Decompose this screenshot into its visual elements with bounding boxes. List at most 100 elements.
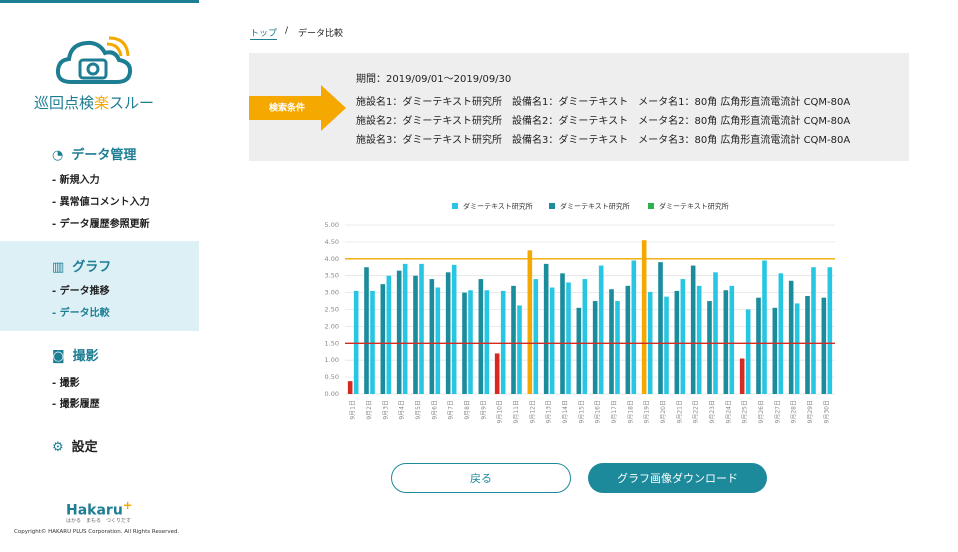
logo-text: 巡回点検楽スルー	[34, 92, 154, 113]
menu-item[interactable]: - 異常値コメント入力	[52, 197, 150, 208]
bar	[347, 381, 353, 394]
menu-item[interactable]: - データ履歴参照更新	[52, 219, 150, 230]
bar	[707, 301, 712, 394]
menu-section[interactable]: ▥ グラフ	[52, 260, 112, 275]
bar	[370, 290, 375, 394]
x-tick-label: 9月1日	[350, 400, 357, 420]
search-line: 期間：2019/09/01〜2019/09/30	[356, 74, 512, 85]
menu-item[interactable]: - データ推移	[52, 286, 110, 297]
bar	[511, 285, 516, 394]
bar	[435, 287, 441, 394]
bar	[592, 301, 598, 394]
bar	[631, 260, 637, 394]
legend-label: ダミーテキスト研究所	[463, 202, 533, 211]
active-section	[0, 241, 199, 331]
bar	[364, 267, 369, 394]
chart: 0.00 0.50 1.00 1.50 2.00 2.50 3.00 3.50 4.00 4.50…	[325, 202, 835, 423]
bar	[527, 250, 533, 394]
x-tick-label: 9月8日	[464, 400, 471, 420]
bar	[729, 285, 735, 394]
bar	[549, 287, 555, 394]
logo-part: 巡回点検	[34, 94, 95, 112]
y-tick-label: 5.00	[325, 221, 339, 229]
section-title: グラフ	[72, 260, 112, 275]
x-tick-label: 9月25日	[742, 400, 749, 423]
x-tick-label: 9月18日	[627, 400, 634, 423]
breadcrumb-link[interactable]: トップ	[250, 26, 278, 40]
x-tick-label: 9月17日	[611, 400, 618, 423]
brand-mark: +	[122, 498, 133, 512]
menu-item[interactable]: - 撮影	[52, 378, 80, 389]
bar	[778, 273, 784, 394]
logo-icon	[55, 36, 133, 84]
x-tick-label: 9月23日	[709, 400, 716, 423]
bar	[805, 295, 810, 394]
brand: Hakaru+	[66, 498, 133, 519]
x-tick-label: 9月6日	[431, 400, 438, 420]
legend-swatch	[549, 203, 555, 209]
tagline: はかる まもる つくりだす	[66, 518, 132, 524]
x-tick-label: 9月30日	[823, 400, 830, 423]
bar	[609, 289, 614, 394]
x-tick-label: 9月3日	[382, 400, 389, 420]
x-tick-label: 9月27日	[774, 400, 781, 423]
download-button[interactable]: グラフ画像ダウンロード	[588, 463, 767, 493]
x-tick-label: 9月21日	[676, 400, 683, 423]
menu-section[interactable]: ◙ 撮影	[52, 349, 99, 364]
back-button[interactable]: 戻る	[391, 463, 571, 493]
bar	[723, 290, 729, 394]
x-tick-label: 9月10日	[497, 400, 504, 423]
y-tick-label: 3.50	[325, 272, 339, 280]
y-tick-label: 2.50	[325, 306, 339, 314]
search-line: 施設名2：ダミーテキスト研究所 設備名2：ダミーテキスト メータ名2：80角 広…	[356, 116, 851, 127]
y-tick-label: 4.50	[325, 238, 339, 246]
bar	[445, 272, 451, 394]
x-tick-label: 9月29日	[807, 400, 814, 423]
x-tick-label: 9月12日	[529, 400, 536, 423]
x-tick-label: 9月9日	[480, 400, 487, 420]
x-tick-label: 9月20日	[660, 400, 667, 423]
menu-section[interactable]: ◔ データ管理	[52, 148, 137, 163]
bar	[788, 280, 794, 394]
bar	[598, 265, 604, 394]
brand-name: Hakaru	[66, 502, 123, 519]
bar	[658, 262, 663, 394]
bar	[762, 260, 767, 394]
menu-section[interactable]: ⚙ 設定	[52, 440, 98, 455]
bar	[543, 263, 549, 394]
bar	[690, 265, 696, 394]
bar	[821, 297, 827, 394]
bar	[468, 290, 473, 394]
legend-swatch	[648, 203, 654, 209]
search-line: 施設名1：ダミーテキスト研究所 設備名1：ダミーテキスト メータ名1：80角 広…	[356, 97, 851, 108]
bar	[494, 353, 500, 394]
bar	[576, 307, 582, 394]
bar	[353, 290, 359, 394]
bar	[386, 275, 392, 394]
breadcrumb-separator: /	[285, 26, 289, 36]
x-tick-label: 9月14日	[562, 400, 569, 423]
bar	[641, 240, 647, 394]
x-tick-label: 9月22日	[693, 400, 700, 423]
x-tick-label: 9月13日	[546, 400, 553, 423]
y-tick-label: 0.00	[325, 390, 339, 398]
section-title: データ管理	[71, 148, 137, 163]
bar	[533, 279, 539, 394]
x-tick-label: 9月26日	[758, 400, 765, 423]
logo-part: スルー	[109, 94, 155, 112]
bar	[484, 290, 490, 394]
bar	[696, 285, 702, 394]
breadcrumb-current: データ比較	[298, 29, 344, 39]
sidebar: 巡回点検楽スルー ◔ データ管理 - 新規入力 - 異常値コメント入力 - データ…	[0, 0, 199, 552]
menu-item[interactable]: - データ比較	[52, 308, 110, 319]
search-label: 検索条件	[269, 102, 305, 114]
menu-item[interactable]: - 新規入力	[52, 175, 100, 186]
bar	[756, 297, 761, 394]
bar	[674, 290, 680, 394]
bar	[745, 309, 751, 394]
legend-label: ダミーテキスト研究所	[659, 202, 729, 211]
bar	[827, 267, 833, 394]
bar	[566, 282, 571, 394]
bar	[451, 264, 457, 394]
menu-item[interactable]: - 撮影履歴	[52, 399, 100, 410]
